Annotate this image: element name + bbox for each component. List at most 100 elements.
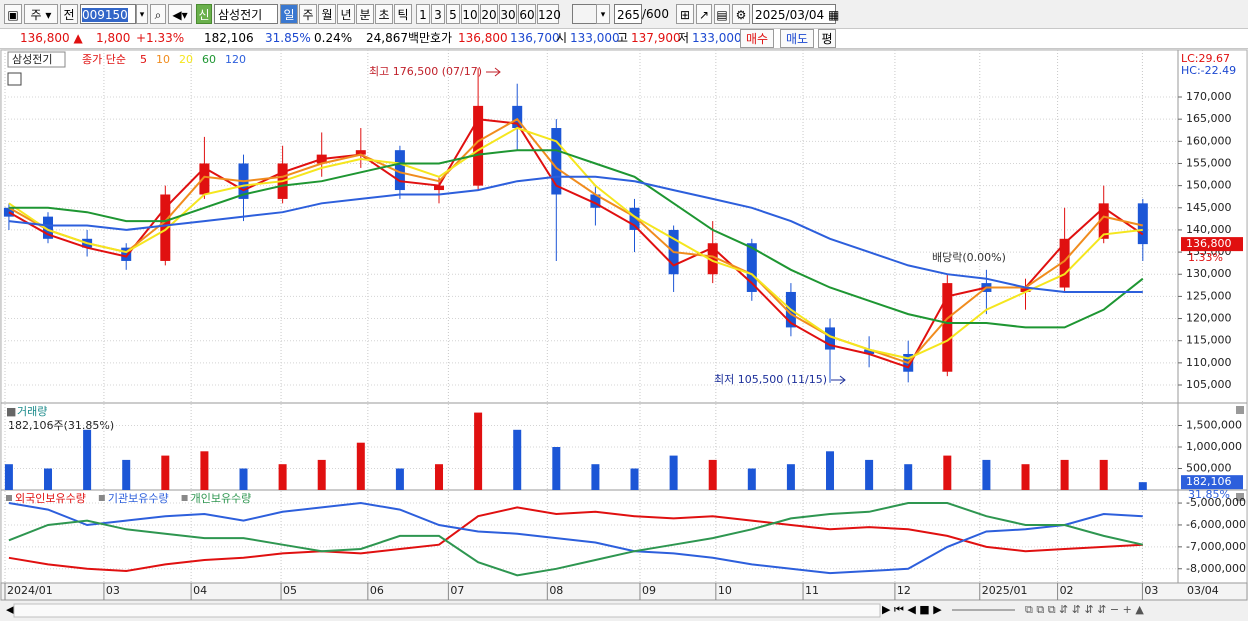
legend-entry: 20 [179,53,193,66]
toolbar-button[interactable]: 5 [446,4,460,24]
legend-entry: 기관보유수량 [108,492,169,505]
quote-bar: 136,800 ▲ 1,800 +1.33% 182,106 31.85% 0.… [0,28,1248,49]
toolbar-button[interactable]: 3 [431,4,445,24]
x-tick-label: 03 [1144,584,1158,597]
toolbar-button[interactable]: 1 [416,4,430,24]
pane-close[interactable] [1236,493,1244,501]
dropdown[interactable]: ▾ [136,4,148,24]
stock-name[interactable]: 삼성전기 [214,4,278,24]
volume-bar [239,468,248,490]
quote-open: 133,000 [570,31,620,45]
x-tick-label: 07 [450,584,464,597]
scroll-left[interactable]: ◀ [6,603,15,616]
x-tick-label: 06 [370,584,384,597]
legend-swatch [6,495,12,501]
toolbar-button[interactable]: 주 [299,4,317,24]
toolbar-button[interactable]: 틱 [394,4,412,24]
volume-bar [83,429,92,490]
sound-icon[interactable]: ◀▾ [168,4,192,24]
eval-button[interactable]: 평 [818,29,836,48]
candle-body [1020,287,1031,292]
y-tick-label: 110,000 [1186,356,1232,369]
pane-close[interactable] [1236,406,1244,414]
quote-ask: 136,800 [458,31,508,45]
x-tick-label: 2024/01 [7,584,53,597]
code-input[interactable]: 009150 [80,4,136,24]
toolbar-button[interactable]: 60 [518,4,536,24]
y-tick-label: 160,000 [1186,134,1232,147]
buy-button[interactable]: 매수 [740,29,774,48]
legend-entry: 60 [202,53,216,66]
candle-body [512,105,523,129]
x-end-label: 03/04 [1187,584,1219,597]
last-price: 136,800 [1186,237,1232,250]
y-tick-label: 1,000,000 [1186,440,1242,453]
legend-entry: 120 [225,53,246,66]
search-icon[interactable]: ⌕ [150,4,166,24]
tool-icon[interactable]: ⊞ [676,4,694,24]
market-select[interactable]: 주 ▾ [24,4,58,24]
volume-bar [943,455,952,490]
lc-label: LC:29.67 [1181,52,1230,65]
x-tick-label: 12 [897,584,911,597]
volume-bar [200,451,209,490]
quote-volume: 182,106 [204,31,254,45]
quote-high: 137,900 [631,31,681,45]
scroll-controls[interactable]: ▶ ⏮ ◀ ■ ▶ [882,603,942,616]
toolbar-button[interactable]: 월 [318,4,336,24]
settings-icon[interactable]: ⚙ [732,4,750,24]
toolbar-button[interactable]: 분 [356,4,374,24]
legend-entry: 외국인보유수량 [15,492,86,505]
x-tick-label: 02 [1060,584,1074,597]
annotation-low: 최저 105,500 (11/15) [714,373,827,386]
date-input[interactable]: 2025/03/04 ▦ [752,4,839,24]
scroll-tools[interactable]: ⧉ ⧉ ⧉ ⇵ ⇵ ⇵ ⇵ − + ▲ [1025,603,1144,616]
open-label: 시 [556,31,568,45]
x-tick-label: 04 [193,584,207,597]
chart-background [0,49,1248,601]
prev-button[interactable]: 전 [60,4,78,24]
legend-box [7,51,66,68]
candle-body [746,243,757,292]
menu-icon[interactable]: ▣ [4,4,22,24]
new-badge: 신 [196,4,212,24]
volume-bar [904,464,913,490]
volume-bar [552,447,561,490]
toolbar-button[interactable]: 년 [337,4,355,24]
calc-icon[interactable] [7,72,22,86]
volume-bar [317,459,326,490]
toolbar-button[interactable]: 초 [375,4,393,24]
candle-body [707,243,718,275]
volume-bar [44,468,53,490]
ma-line [8,149,1144,329]
legend-entry: 개인보유수량 [191,492,252,505]
holding-line [8,506,1143,573]
ma-line [8,126,1143,360]
candle-body [473,105,484,186]
tool-icon[interactable]: ▤ [714,4,730,24]
toolbar-button[interactable]: 일 [280,4,298,24]
x-axis-strip [0,582,1248,601]
toolbar: ▣ 주 ▾ 전 009150 ▾ ⌕ ◀▾ 신 삼성전기 ▾ 265 /600 … [0,0,1248,28]
y-tick-label: -8,000,000 [1186,562,1246,575]
volume-bar [630,468,639,490]
toolbar-button[interactable]: 10 [461,4,479,24]
toolbar-button[interactable]: 20 [480,4,498,24]
market: 주 [30,8,42,22]
dropdown[interactable]: ▾ [596,4,610,24]
annotation-arrow [486,67,501,77]
count-input[interactable]: 265 [614,4,642,24]
high-label: 고 [617,31,629,45]
quote-rate: +1.33% [136,31,185,45]
holding-line [8,501,1143,575]
quote-turnover: 0.24% [314,31,353,45]
sell-button[interactable]: 매도 [780,29,814,48]
candle-body [434,185,445,191]
last-price-tag [1181,237,1243,252]
volume-bar [1138,482,1147,490]
toolbar-button[interactable]: 30 [499,4,517,24]
volume-bar [591,464,600,490]
toolbar-button[interactable]: 120 [537,4,561,24]
tool-icon[interactable]: ↗ [696,4,712,24]
y-tick-label: -6,000,000 [1186,518,1246,531]
